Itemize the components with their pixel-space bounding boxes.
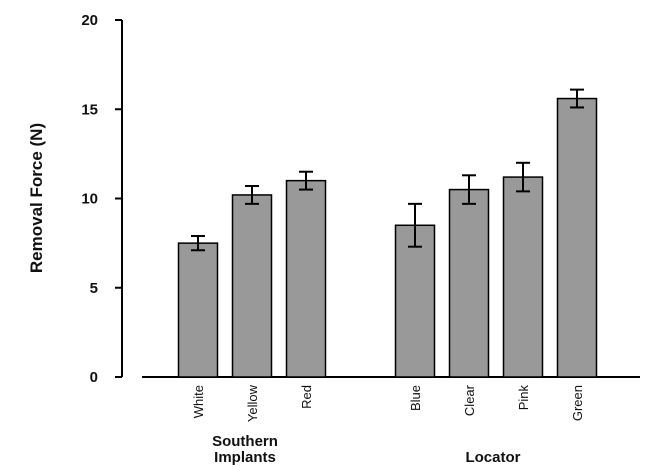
error-bars [191,88,584,252]
category-label-yellow: Yellow [245,384,260,422]
bar-clear [448,188,490,378]
category-label-white: White [191,385,206,418]
y-tick-label: 10 [81,191,98,208]
y-tick-label: 15 [81,101,98,118]
y-tick-label: 5 [90,280,98,297]
group-label-southern-implants: Southern [212,433,278,450]
bars [177,97,598,378]
group-label-locator: Locator [465,449,520,466]
category-label-red: Red [299,385,314,409]
bar-pink [502,176,544,378]
bar-white [177,242,219,378]
category-label-blue: Blue [408,385,423,411]
category-label-pink: Pink [516,385,531,411]
bar-red [285,179,327,378]
y-axis-title: Removal Force (N) [27,123,46,273]
y-tick-label: 0 [90,369,98,386]
category-labels: White Yellow Red Blue Clear Pink Green [191,384,585,422]
y-axis: 0 5 10 15 20 [81,12,123,386]
bar-yellow [231,194,273,378]
category-label-green: Green [570,385,585,421]
category-label-clear: Clear [462,384,477,416]
y-tick-label: 20 [81,12,98,29]
bar-blue [394,224,436,378]
group-label-southern-implants: Implants [214,449,276,466]
bar-green [556,97,598,378]
